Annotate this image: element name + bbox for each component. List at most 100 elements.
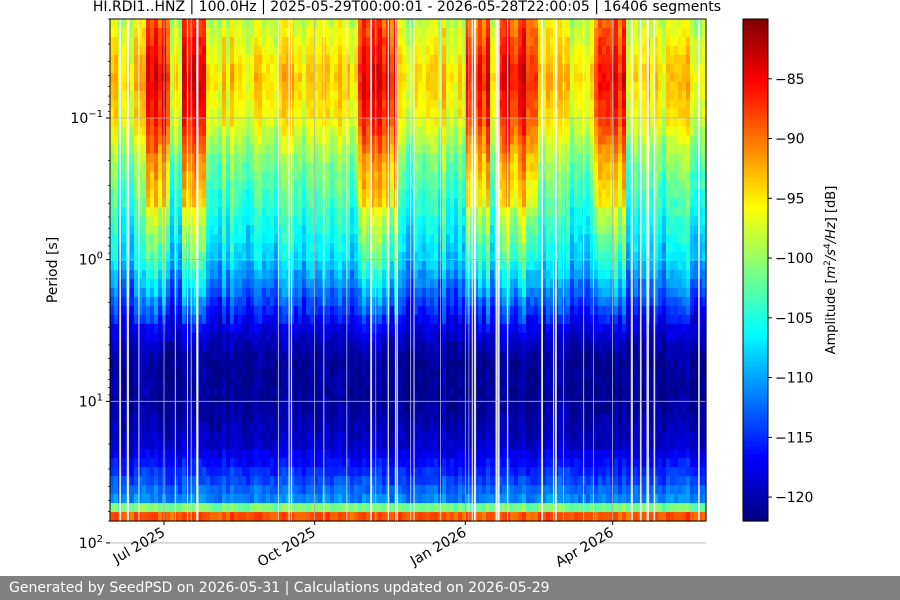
- heatmap-cell: [298, 440, 303, 450]
- heatmap-cell: [294, 117, 299, 128]
- heatmap-cell: [346, 63, 351, 74]
- heatmap-cell: [206, 422, 211, 432]
- heatmap-cell: [434, 63, 439, 74]
- heatmap-cell: [130, 216, 135, 226]
- heatmap-cell: [302, 440, 307, 450]
- heatmap-cell: [382, 404, 387, 415]
- heatmap-cell: [414, 323, 419, 334]
- heatmap-cell: [202, 36, 207, 47]
- heatmap-cell: [182, 45, 187, 56]
- heatmap-cell: [382, 54, 387, 65]
- heatmap-cell: [438, 386, 443, 397]
- heatmap-cell: [362, 314, 367, 325]
- heatmap-cell: [254, 386, 259, 397]
- heatmap-cell: [242, 36, 247, 47]
- heatmap-cell: [134, 243, 139, 253]
- heatmap-cell: [166, 54, 171, 65]
- heatmap-cell: [378, 243, 383, 253]
- heatmap-cell: [226, 341, 231, 352]
- heatmap-cell: [114, 162, 119, 172]
- heatmap-cell: [426, 243, 431, 253]
- heatmap-cell: [362, 431, 367, 441]
- heatmap-cell: [182, 278, 187, 289]
- heatmap-cell: [222, 54, 227, 65]
- heatmap-cell: [354, 270, 359, 280]
- heatmap-cell: [214, 36, 219, 47]
- heatmap-cell: [234, 287, 239, 298]
- heatmap-cell: [214, 359, 219, 370]
- heatmap-cell: [366, 404, 371, 415]
- heatmap-cell: [226, 368, 231, 379]
- heatmap-cell: [410, 207, 415, 217]
- heatmap-cell: [258, 207, 263, 217]
- heatmap-cell: [154, 386, 159, 397]
- heatmap-cell: [302, 126, 307, 137]
- heatmap-cell: [230, 341, 235, 352]
- heatmap-cell: [274, 189, 279, 199]
- heatmap-cell: [450, 243, 455, 253]
- heatmap-cell: [158, 261, 163, 271]
- heatmap-cell: [142, 458, 147, 468]
- heatmap-cell: [166, 386, 171, 397]
- heatmap-cell: [406, 72, 411, 83]
- heatmap-cell: [114, 90, 119, 101]
- heatmap-cell: [134, 234, 139, 244]
- heatmap-cell: [346, 422, 351, 432]
- heatmap-cell: [242, 162, 247, 172]
- heatmap-cell: [234, 440, 239, 450]
- heatmap-cell: [382, 512, 387, 522]
- heatmap-cell: [262, 81, 267, 92]
- heatmap-cell: [206, 225, 211, 235]
- heatmap-cell: [274, 323, 279, 334]
- heatmap-cell: [190, 341, 195, 352]
- heatmap-cell: [366, 63, 371, 74]
- heatmap-cell: [306, 386, 311, 397]
- heatmap-cell: [342, 243, 347, 253]
- heatmap-cell: [150, 395, 155, 406]
- heatmap-cell: [306, 108, 311, 119]
- heatmap-cell: [306, 323, 311, 334]
- heatmap-cell: [334, 63, 339, 74]
- heatmap-cell: [170, 449, 175, 459]
- heatmap-cell: [302, 171, 307, 181]
- heatmap-cell: [270, 350, 275, 361]
- heatmap-cell: [294, 395, 299, 406]
- heatmap-cell: [350, 90, 355, 101]
- heatmap-cell: [170, 180, 175, 190]
- heatmap-cell: [130, 144, 135, 155]
- heatmap-cell: [198, 350, 203, 361]
- heatmap-cell: [134, 216, 139, 226]
- heatmap-cell: [146, 494, 151, 504]
- heatmap-cell: [202, 413, 207, 423]
- heatmap-cell: [374, 27, 379, 38]
- heatmap-cell: [438, 162, 443, 172]
- heatmap-cell: [246, 216, 251, 226]
- heatmap-cell: [342, 458, 347, 468]
- heatmap-cell: [142, 503, 147, 513]
- heatmap-cell: [362, 278, 367, 289]
- heatmap-cell: [186, 234, 191, 244]
- heatmap-cell: [286, 63, 291, 74]
- heatmap-cell: [390, 198, 395, 208]
- heatmap-cell: [182, 126, 187, 137]
- heatmap-cell: [318, 54, 323, 65]
- heatmap-cell: [370, 512, 375, 522]
- heatmap-cell: [238, 54, 243, 65]
- heatmap-cell: [186, 189, 191, 199]
- heatmap-cell: [334, 512, 339, 522]
- heatmap-cell: [346, 278, 351, 289]
- heatmap-cell: [430, 449, 435, 459]
- heatmap-cell: [326, 413, 331, 423]
- heatmap-cell: [398, 512, 403, 522]
- heatmap-cell: [298, 243, 303, 253]
- heatmap-cell: [150, 341, 155, 352]
- heatmap-cell: [218, 27, 223, 38]
- heatmap-cell: [346, 90, 351, 101]
- heatmap-cell: [290, 404, 295, 415]
- heatmap-cell: [138, 494, 143, 504]
- heatmap-cell: [158, 126, 163, 137]
- heatmap-cell: [250, 153, 255, 164]
- heatmap-cell: [334, 395, 339, 406]
- heatmap-cell: [250, 332, 255, 343]
- heatmap-cell: [306, 341, 311, 352]
